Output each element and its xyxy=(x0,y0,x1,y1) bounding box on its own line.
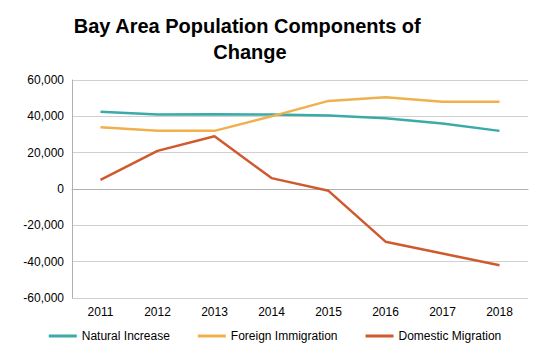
svg-text:Natural Increase: Natural Increase xyxy=(82,329,170,343)
svg-text:2015: 2015 xyxy=(315,305,342,319)
svg-text:Bay Area Population Components: Bay Area Population Components of xyxy=(74,15,427,37)
svg-text:2017: 2017 xyxy=(429,305,456,319)
svg-text:20,000: 20,000 xyxy=(27,146,64,160)
svg-text:60,000: 60,000 xyxy=(27,73,64,87)
svg-text:Domestic Migration: Domestic Migration xyxy=(399,329,502,343)
svg-text:2014: 2014 xyxy=(258,305,285,319)
svg-text:-60,000: -60,000 xyxy=(23,291,64,305)
svg-text:2018: 2018 xyxy=(486,305,513,319)
svg-text:Change: Change xyxy=(213,41,286,63)
svg-text:40,000: 40,000 xyxy=(27,109,64,123)
svg-text:2012: 2012 xyxy=(144,305,171,319)
svg-text:0: 0 xyxy=(57,182,64,196)
svg-text:2011: 2011 xyxy=(88,305,114,319)
svg-text:2013: 2013 xyxy=(201,305,228,319)
svg-text:-40,000: -40,000 xyxy=(23,255,64,269)
svg-text:2016: 2016 xyxy=(372,305,399,319)
svg-text:Foreign Immigration: Foreign Immigration xyxy=(231,329,338,343)
svg-text:-20,000: -20,000 xyxy=(23,218,64,232)
